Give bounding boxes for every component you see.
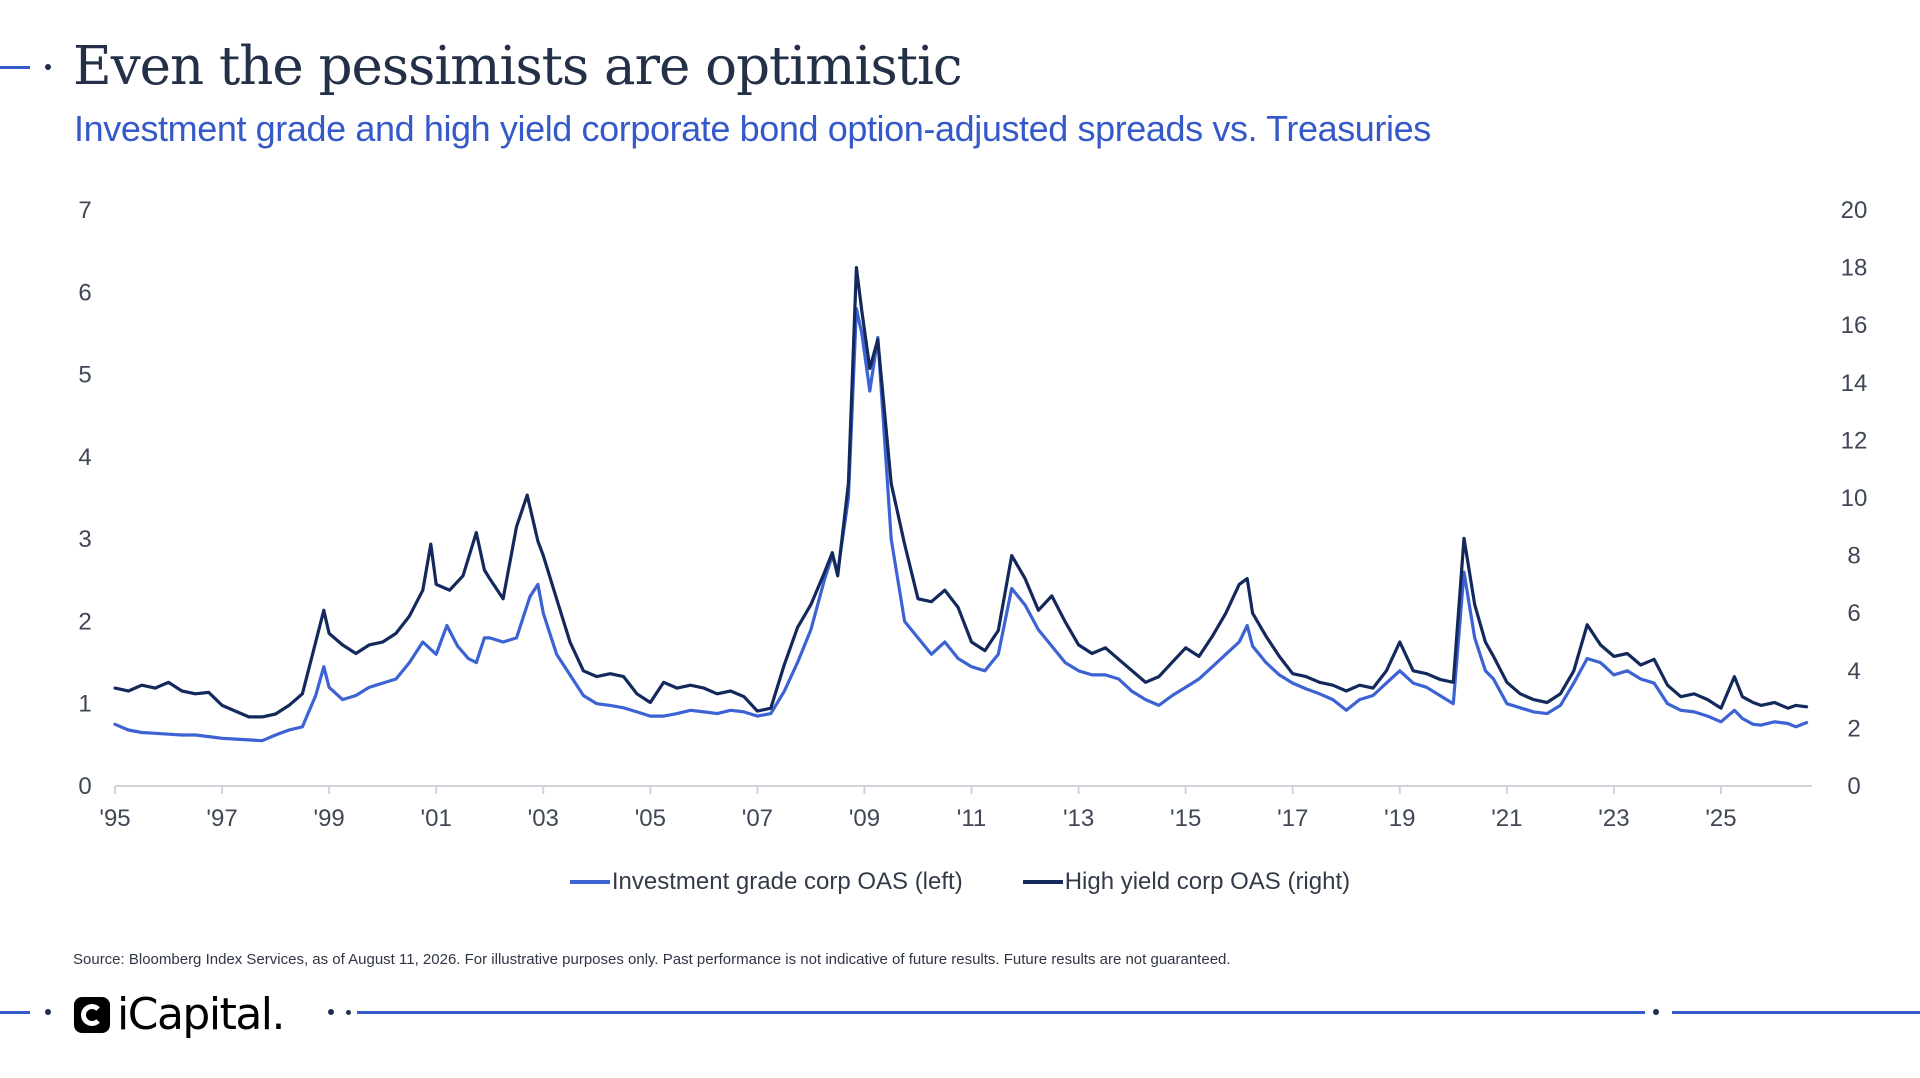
legend-item-hy: High yield corp OAS (right): [1022, 868, 1351, 896]
footer-dot-decoration-3: [346, 1010, 351, 1015]
x-tick-label: '13: [1063, 805, 1094, 832]
header-dash-decoration: [0, 66, 30, 69]
y-right-tick-label: 4: [1847, 658, 1860, 685]
x-tick-label: '09: [849, 805, 880, 832]
y-left-tick-label: 2: [78, 608, 91, 635]
y-left-tick-label: 5: [78, 362, 91, 389]
y-right-tick-label: 0: [1847, 773, 1860, 800]
legend-label-hy: High yield corp OAS (right): [1064, 868, 1351, 895]
x-tick-label: '25: [1705, 805, 1736, 832]
header-dot-decoration: [45, 64, 51, 70]
x-tick-label: '95: [99, 805, 130, 832]
footer-rule: [357, 1011, 1645, 1014]
x-tick-label: '99: [313, 805, 344, 832]
x-tick-label: '11: [957, 805, 987, 832]
logo-mark-icon: [74, 997, 110, 1033]
y-right-tick-label: 12: [1841, 427, 1868, 454]
footer-dot-decoration-4: [1653, 1009, 1659, 1015]
logo-wordmark: iCapital.: [117, 989, 286, 1040]
page-title: Even the pessimists are optimistic: [73, 36, 963, 97]
chart-plot-area: [113, 266, 1809, 743]
y-right-tick-label: 14: [1841, 370, 1868, 397]
y-left-tick-label: 4: [78, 444, 91, 471]
y-right-tick-label: 10: [1841, 485, 1868, 512]
y-right-tick-label: 8: [1847, 543, 1860, 570]
x-tick-label: '01: [421, 805, 452, 832]
x-tick-label: '19: [1384, 805, 1415, 832]
y-left-tick-label: 7: [78, 197, 91, 224]
y-right-tick-label: 16: [1841, 312, 1868, 339]
x-tick-label: '15: [1170, 805, 1201, 832]
footer-dot-decoration-2: [328, 1009, 334, 1015]
x-tick-label: '23: [1598, 805, 1629, 832]
x-tick-label: '03: [528, 805, 559, 832]
chart-legend: Investment grade corp OAS (left) High yi…: [0, 868, 1920, 896]
icapital-logo: iCapital.: [74, 989, 286, 1040]
x-tick-label: '07: [742, 805, 773, 832]
hy-series-line: [113, 266, 1809, 719]
source-note: Source: Bloomberg Index Services, as of …: [73, 951, 1231, 968]
y-left-tick-label: 0: [78, 773, 91, 800]
legend-swatch-hy: [1022, 880, 1063, 884]
y-left-tick-label: 1: [78, 691, 91, 718]
spread-line-chart: '95 '97 '99 '01 '03 '05 '07 '09 '11 '13 '15 '17 '19 '…: [78, 197, 1867, 832]
legend-label-ig: Investment grade corp OAS (left): [611, 868, 963, 895]
x-tick-label: '05: [635, 805, 666, 832]
footer-dot-decoration: [45, 1009, 51, 1015]
y-left-tick-label: 3: [78, 526, 91, 553]
x-tick-label: '21: [1491, 805, 1522, 832]
ig-series-line: [113, 307, 1809, 743]
footer-dash-decoration: [0, 1011, 30, 1014]
y-left-tick-label: 6: [78, 279, 91, 306]
x-tick-label: '17: [1277, 805, 1308, 832]
page-subtitle: Investment grade and high yield corporat…: [74, 108, 1431, 149]
legend-item-ig: Investment grade corp OAS (left): [569, 868, 963, 896]
chart-axes: '95 '97 '99 '01 '03 '05 '07 '09 '11 '13 '15 '17 '19 '…: [78, 197, 1867, 832]
y-right-tick-label: 2: [1847, 715, 1860, 742]
y-right-tick-label: 20: [1841, 197, 1868, 224]
y-right-tick-label: 18: [1841, 255, 1868, 282]
y-right-tick-label: 6: [1847, 600, 1860, 627]
x-tick-label: '97: [206, 805, 237, 832]
footer-rule-end: [1672, 1011, 1920, 1014]
legend-swatch-ig: [569, 880, 610, 884]
